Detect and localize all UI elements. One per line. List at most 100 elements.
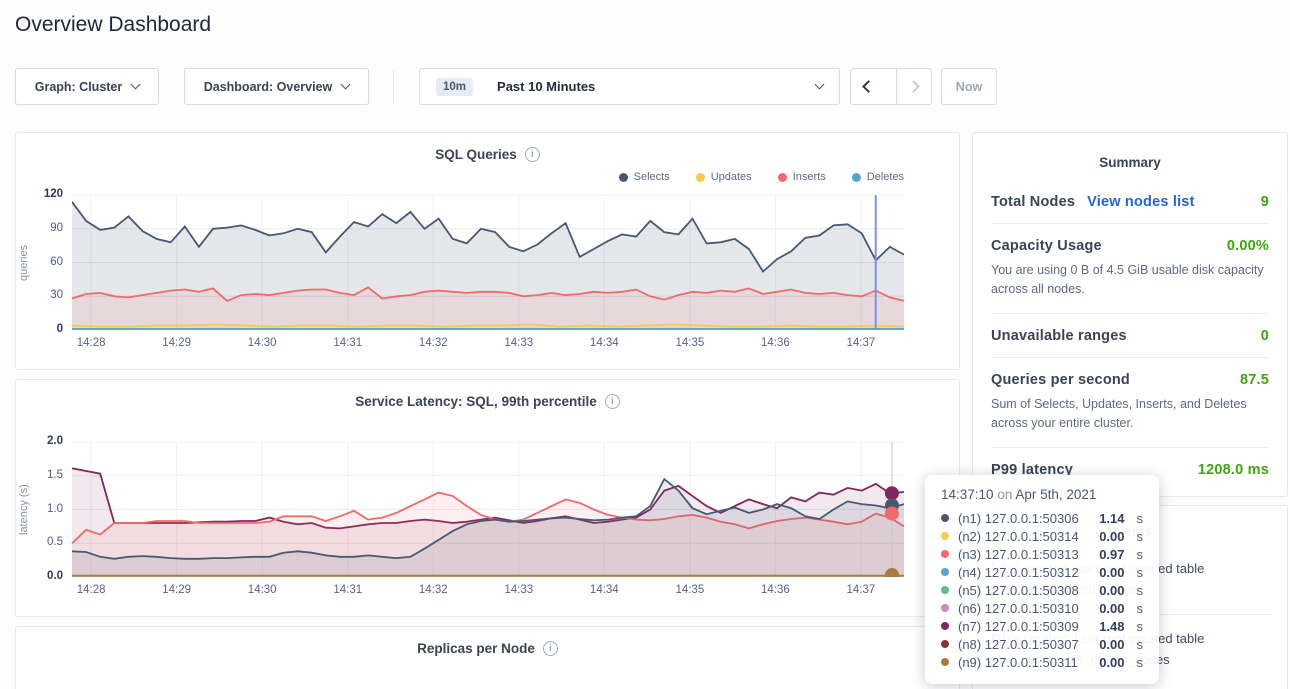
summary-label: Unavailable ranges xyxy=(991,327,1127,344)
series-dot-icon xyxy=(941,568,949,576)
chart-legend xyxy=(16,418,959,430)
now-button[interactable]: Now xyxy=(941,68,997,105)
tooltip-timestamp: 14:37:10 on Apr 5th, 2021 xyxy=(941,487,1097,502)
summary-row-capacity-usage: Capacity Usage 0.00% You are using 0 B o… xyxy=(991,224,1269,314)
legend-item[interactable]: Selects xyxy=(618,171,670,183)
tooltip-node-value: 0.00 xyxy=(1099,600,1125,616)
summary-value: 1208.0 ms xyxy=(1197,461,1269,478)
info-icon[interactable]: i xyxy=(542,641,558,656)
summary-value: 0.00% xyxy=(1226,238,1269,254)
x-tick-label: 14:36 xyxy=(760,337,790,349)
time-back-button[interactable] xyxy=(851,69,886,104)
tooltip-node-row: (n9) 127.0.0.1:50311 0.00 s xyxy=(941,653,1143,671)
legend-label: Updates xyxy=(710,171,752,183)
series-dot-icon xyxy=(941,604,949,612)
chevron-down-icon xyxy=(340,79,351,90)
legend-item[interactable]: Deletes xyxy=(851,171,904,183)
summary-row-unavailable-ranges: Unavailable ranges 0 xyxy=(991,314,1269,358)
y-tick-label: 120 xyxy=(43,188,63,200)
legend-dot-icon xyxy=(618,172,628,182)
x-tick-label: 14:34 xyxy=(589,337,619,349)
tooltip-node-row: (n7) 127.0.0.1:50309 1.48 s xyxy=(941,617,1143,635)
x-tick-label: 14:32 xyxy=(418,337,448,349)
x-tick-label: 14:35 xyxy=(675,584,705,596)
y-tick-label: 0.0 xyxy=(47,570,63,582)
graph-dropdown[interactable]: Graph: Cluster xyxy=(15,68,159,105)
legend-dot-icon xyxy=(695,172,705,182)
summary-label: Total Nodes xyxy=(991,194,1076,210)
y-tick-label: 1.5 xyxy=(47,468,63,481)
time-forward-button[interactable] xyxy=(895,69,931,104)
y-axis-ticks: 0 30 60 90 120 xyxy=(32,188,72,335)
chevron-down-icon xyxy=(130,79,141,90)
legend-item[interactable]: Inserts xyxy=(777,171,826,183)
chart-plot-area[interactable] xyxy=(72,442,904,577)
x-tick-label: 14:33 xyxy=(504,337,534,349)
series-dot-icon xyxy=(941,658,949,666)
tooltip-node-row: (n6) 127.0.0.1:50310 0.00 s xyxy=(941,599,1143,617)
x-tick-label: 14:28 xyxy=(76,584,106,596)
x-tick-label: 14:32 xyxy=(418,584,448,596)
tooltip-node-unit: s xyxy=(1136,546,1144,562)
info-icon[interactable]: i xyxy=(524,147,540,162)
time-range-picker[interactable]: 10m Past 10 Minutes xyxy=(419,68,840,105)
tooltip-node-unit: s xyxy=(1136,582,1144,598)
y-axis-label: latency (s) xyxy=(18,484,30,535)
y-tick-label: 30 xyxy=(50,289,63,302)
tooltip-node-unit: s xyxy=(1136,618,1144,634)
x-tick-label: 14:31 xyxy=(333,337,363,349)
x-tick-label: 14:34 xyxy=(589,584,619,596)
summary-panel: Summary Total Nodes View nodes list 9 Ca… xyxy=(972,132,1288,497)
tooltip-node-label: (n4) 127.0.0.1:50312 xyxy=(958,564,1079,580)
tooltip-node-unit: s xyxy=(1136,510,1144,526)
x-tick-label: 14:36 xyxy=(760,584,790,596)
x-tick-label: 14:37 xyxy=(846,337,876,349)
tooltip-node-label: (n1) 127.0.0.1:50306 xyxy=(958,510,1079,526)
chart-legend: Selects Updates Inserts Deletes xyxy=(16,171,959,183)
y-tick-label: 0.5 xyxy=(47,536,63,549)
info-icon[interactable]: i xyxy=(604,394,620,409)
chart-title: SQL Queries xyxy=(435,147,517,162)
tooltip-node-label: (n6) 127.0.0.1:50310 xyxy=(958,600,1079,616)
tooltip-node-label: (n7) 127.0.0.1:50309 xyxy=(958,618,1079,634)
series-dot-icon xyxy=(941,532,949,540)
y-tick-label: 0 xyxy=(56,323,63,335)
toolbar-separator xyxy=(393,70,394,103)
tooltip-node-label: (n8) 127.0.0.1:50307 xyxy=(958,636,1079,652)
time-nav-arrows xyxy=(850,68,932,105)
tooltip-node-unit: s xyxy=(1136,636,1144,652)
chart-plot-area[interactable] xyxy=(72,195,904,330)
tooltip-node-unit: s xyxy=(1136,564,1144,580)
y-tick-label: 60 xyxy=(50,255,63,268)
y-axis-ticks: 0.0 0.5 1.0 1.5 2.0 xyxy=(32,435,72,582)
legend-item[interactable]: Updates xyxy=(695,171,752,183)
chart-title: Replicas per Node xyxy=(417,641,535,656)
series-dot-icon xyxy=(941,514,949,522)
x-tick-label: 14:33 xyxy=(504,584,534,596)
tooltip-node-value: 1.14 xyxy=(1099,510,1125,526)
tooltip-node-value: 0.00 xyxy=(1099,636,1125,652)
y-tick-label: 90 xyxy=(50,221,63,234)
x-tick-label: 14:28 xyxy=(76,337,106,349)
summary-value: 0 xyxy=(1260,327,1269,344)
chart-hover-tooltip: 14:37:10 on Apr 5th, 2021 (n1) 127.0.0.1… xyxy=(925,475,1159,684)
tooltip-node-row: (n8) 127.0.0.1:50307 0.00 s xyxy=(941,635,1143,653)
dashboard-dropdown[interactable]: Dashboard: Overview xyxy=(184,68,369,105)
summary-label: P99 latency xyxy=(991,461,1073,478)
summary-row-queries-per-second: Queries per second 87.5 Sum of Selects, … xyxy=(991,358,1269,448)
legend-dot-icon xyxy=(851,172,861,182)
y-axis-label: queries xyxy=(18,244,30,281)
time-range-badge: 10m xyxy=(436,77,474,96)
tooltip-node-unit: s xyxy=(1136,528,1144,544)
summary-subtext: You are using 0 B of 4.5 GiB usable disk… xyxy=(991,263,1264,297)
page-title: Overview Dashboard xyxy=(15,13,212,36)
view-nodes-list-link[interactable]: View nodes list xyxy=(1087,194,1195,210)
replicas-per-node-panel: Replicas per Node i xyxy=(15,626,960,689)
series-dot-icon xyxy=(941,622,949,630)
summary-subtext: Sum of Selects, Updates, Inserts, and De… xyxy=(991,396,1247,431)
summary-title: Summary xyxy=(1099,155,1161,170)
graph-dropdown-label: Graph: Cluster xyxy=(34,79,123,94)
tooltip-node-label: (n2) 127.0.0.1:50314 xyxy=(958,528,1079,544)
summary-row-total-nodes: Total Nodes View nodes list 9 xyxy=(991,180,1269,224)
summary-value: 9 xyxy=(1260,194,1269,210)
